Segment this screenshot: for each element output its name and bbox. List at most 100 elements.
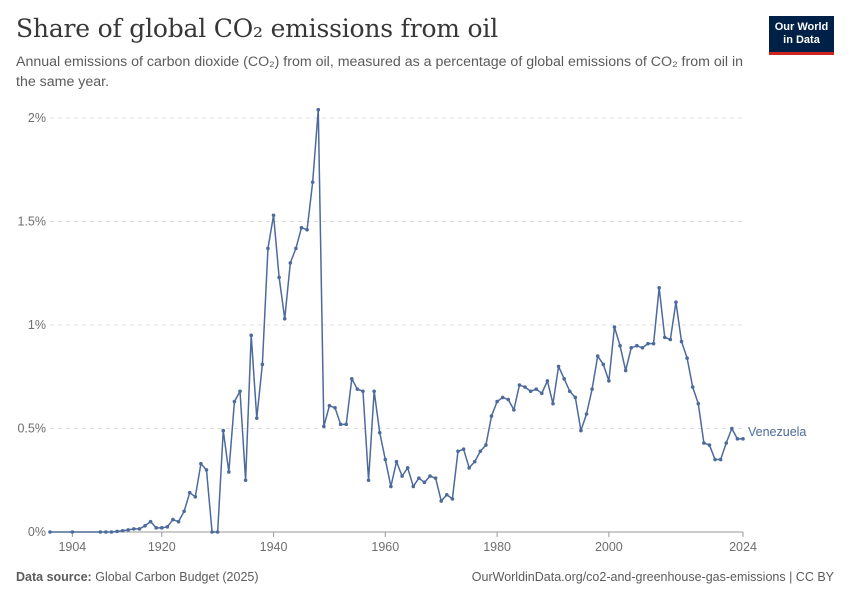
data-point[interactable] [668, 337, 673, 342]
data-point[interactable] [277, 275, 281, 280]
data-point[interactable] [439, 499, 444, 503]
data-point[interactable] [528, 389, 533, 394]
data-point[interactable] [249, 333, 253, 338]
data-point[interactable] [266, 246, 270, 251]
data-point[interactable] [98, 530, 103, 534]
data-point[interactable] [730, 426, 734, 431]
data-point[interactable] [182, 509, 186, 514]
data-point[interactable] [372, 389, 376, 394]
data-point[interactable] [735, 437, 740, 441]
data-point[interactable] [506, 397, 511, 402]
data-point[interactable] [165, 525, 170, 529]
data-point[interactable] [243, 478, 248, 483]
data-point[interactable] [690, 385, 695, 389]
data-point[interactable] [545, 379, 550, 383]
data-point[interactable] [132, 527, 136, 531]
data-point[interactable] [601, 362, 606, 367]
data-point[interactable] [366, 478, 371, 483]
data-point[interactable] [741, 437, 745, 441]
data-point[interactable] [534, 387, 539, 391]
data-point[interactable] [221, 428, 226, 433]
data-point[interactable] [171, 517, 175, 522]
data-point[interactable] [696, 401, 701, 406]
data-point[interactable] [383, 457, 388, 462]
data-point[interactable] [724, 441, 729, 445]
data-point[interactable] [461, 447, 466, 452]
data-point[interactable] [204, 468, 209, 472]
data-point[interactable] [472, 459, 477, 464]
data-point[interactable] [713, 457, 717, 462]
data-point[interactable] [573, 395, 578, 400]
data-point[interactable] [310, 180, 315, 184]
data-point[interactable] [120, 528, 125, 533]
data-point[interactable] [651, 341, 656, 346]
data-point[interactable] [294, 246, 298, 251]
data-point[interactable] [718, 457, 723, 462]
data-point[interactable] [159, 526, 164, 530]
data-point[interactable] [679, 339, 684, 344]
data-point[interactable] [238, 389, 242, 394]
data-point[interactable] [316, 107, 321, 112]
data-point[interactable] [512, 408, 516, 412]
source-value[interactable]: Global Carbon Budget (2025) [95, 570, 259, 584]
data-point[interactable] [361, 389, 365, 394]
data-point[interactable] [433, 476, 438, 480]
data-point[interactable] [428, 474, 432, 478]
data-point[interactable] [215, 530, 220, 534]
data-point[interactable] [456, 449, 460, 454]
data-point[interactable] [338, 422, 343, 427]
data-point[interactable] [193, 495, 198, 499]
data-point[interactable] [707, 443, 712, 447]
data-point[interactable] [210, 530, 214, 534]
data-point[interactable] [662, 335, 667, 340]
data-point[interactable] [322, 424, 326, 429]
data-point[interactable] [109, 530, 114, 534]
owid-logo[interactable]: Our World in Data [769, 16, 834, 55]
series-line[interactable] [50, 108, 743, 533]
data-point[interactable] [567, 389, 572, 394]
data-point[interactable] [232, 399, 237, 404]
data-point[interactable] [126, 528, 131, 532]
data-point[interactable] [271, 213, 276, 218]
data-point[interactable] [254, 416, 259, 420]
data-point[interactable] [115, 529, 119, 534]
data-point[interactable] [702, 441, 706, 445]
data-point[interactable] [629, 345, 634, 350]
data-point[interactable] [137, 527, 142, 531]
data-point[interactable] [104, 530, 108, 534]
data-point[interactable] [400, 474, 404, 478]
data-point[interactable] [623, 368, 628, 373]
data-point[interactable] [411, 484, 416, 489]
data-point[interactable] [657, 285, 661, 290]
data-point[interactable] [333, 406, 337, 410]
data-point[interactable] [495, 399, 499, 404]
data-point[interactable] [48, 530, 52, 534]
data-point[interactable] [590, 387, 594, 391]
data-point[interactable] [450, 497, 455, 501]
data-point[interactable] [70, 530, 75, 534]
data-point[interactable] [260, 362, 265, 367]
data-point[interactable] [674, 300, 678, 305]
data-point[interactable] [517, 383, 522, 387]
data-point[interactable] [640, 345, 645, 350]
data-point[interactable] [422, 480, 427, 485]
data-point[interactable] [143, 523, 147, 528]
data-point[interactable] [489, 414, 494, 418]
data-point[interactable] [288, 261, 293, 265]
data-point[interactable] [500, 395, 505, 400]
data-point[interactable] [154, 526, 158, 530]
data-point[interactable] [484, 443, 488, 447]
data-point[interactable] [344, 422, 349, 427]
data-point[interactable] [405, 466, 410, 470]
data-point[interactable] [551, 401, 555, 406]
data-point[interactable] [148, 519, 153, 524]
data-point[interactable] [646, 341, 650, 346]
data-point[interactable] [299, 225, 304, 230]
data-point[interactable] [579, 428, 583, 433]
data-point[interactable] [618, 343, 622, 348]
data-point[interactable] [556, 364, 561, 369]
data-point[interactable] [199, 461, 203, 466]
data-point[interactable] [377, 430, 382, 435]
data-point[interactable] [305, 227, 309, 232]
data-point[interactable] [612, 325, 617, 329]
